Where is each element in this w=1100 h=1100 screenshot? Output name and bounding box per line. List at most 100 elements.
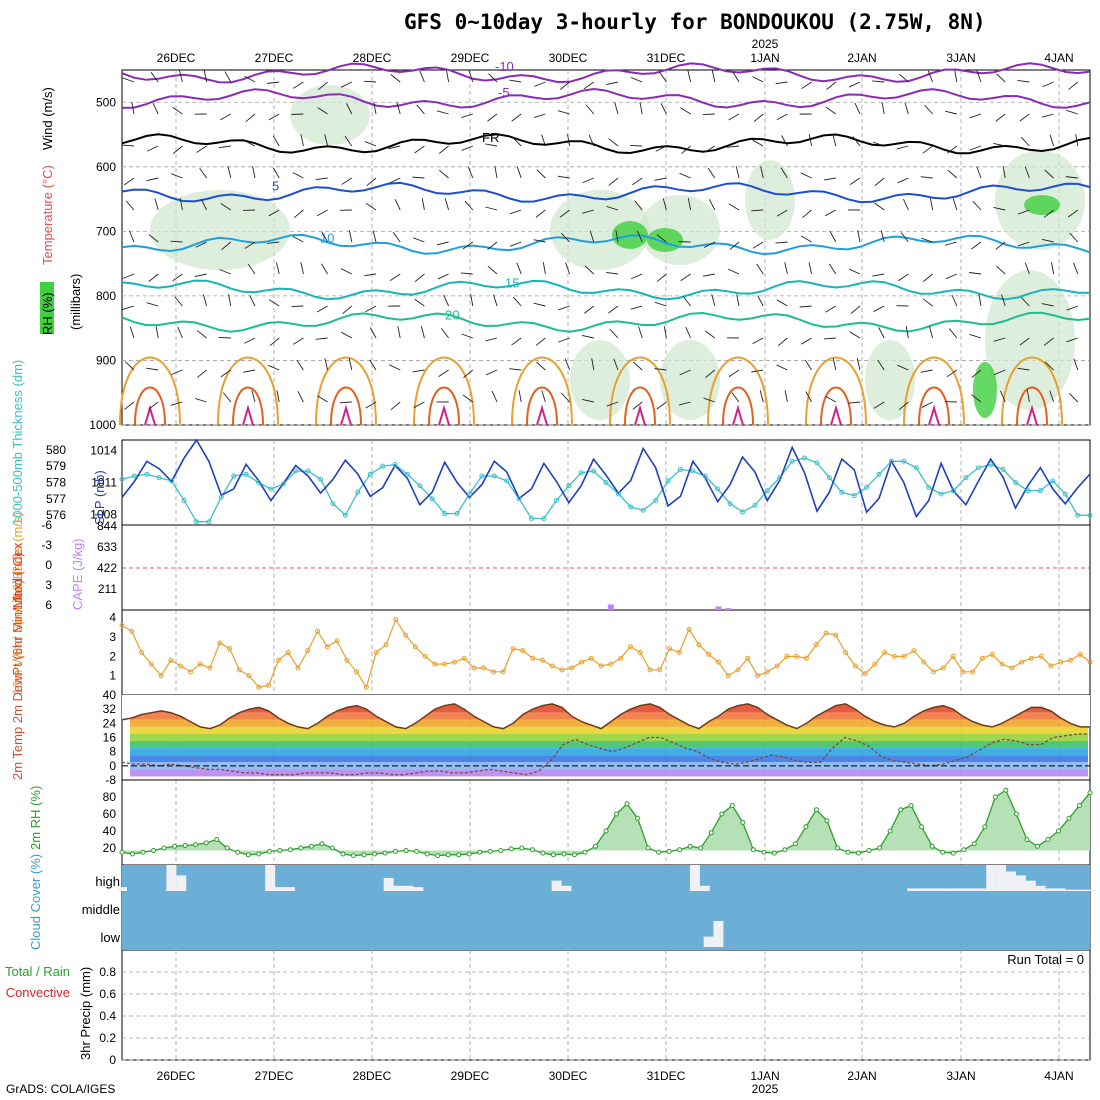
wind-barb — [920, 369, 933, 373]
surface-heating-contour — [242, 404, 254, 426]
wind-barb — [416, 104, 425, 115]
rh-point — [1055, 828, 1061, 834]
wind-barb — [922, 298, 933, 307]
rh-tick: 60 — [103, 807, 117, 821]
year-label-top: 2025 — [752, 37, 779, 51]
wind-barb — [711, 294, 716, 307]
wind-speed-point — [1067, 657, 1073, 663]
thickness-point — [504, 478, 510, 484]
wind-barb — [292, 235, 304, 243]
wind-speed-point — [618, 655, 624, 661]
rh-shading — [550, 190, 650, 270]
thickness-point — [665, 478, 671, 484]
wind-barb — [654, 368, 667, 371]
wind-speed-point — [549, 663, 555, 669]
thickness-point — [764, 488, 770, 494]
cape-bar — [715, 606, 722, 610]
slp-tick: 1014 — [90, 444, 117, 458]
wind-speed-point — [588, 655, 594, 661]
wind-barb — [464, 200, 474, 211]
wind-barb — [561, 392, 570, 403]
wind-tick: 1 — [109, 669, 116, 683]
cloud-background — [122, 865, 1090, 950]
wind-barb — [1043, 337, 1054, 346]
wind-barb — [485, 143, 498, 147]
wind-barb — [947, 145, 958, 154]
thickness-point — [926, 484, 932, 490]
wind-barb — [900, 232, 909, 243]
wind-barb — [759, 390, 764, 403]
wind-barb — [874, 202, 885, 211]
wind-speed-point — [295, 665, 301, 671]
wind-barb — [202, 294, 208, 307]
wind-speed-point — [266, 682, 272, 688]
wind-barb — [808, 134, 813, 147]
surface-heating-contour — [536, 404, 548, 426]
wind-barb — [439, 169, 449, 179]
isotherm-label: 5 — [272, 179, 279, 194]
thickness-point — [615, 491, 621, 497]
wind-barb — [300, 262, 304, 275]
wind-speed-point — [999, 661, 1005, 667]
temp-line — [121, 703, 1090, 730]
wind-barb — [125, 361, 135, 371]
rh-point — [677, 847, 683, 853]
wind-barb — [682, 296, 691, 307]
wind-barb — [971, 369, 982, 378]
wind-speed-point — [735, 667, 741, 673]
rh-point — [950, 850, 956, 856]
wind-speed-point — [686, 626, 692, 632]
wind-speed-point — [940, 665, 946, 671]
cloud-high-bar — [917, 888, 928, 891]
wind-barb — [829, 231, 837, 243]
cloud-high-bar — [284, 887, 295, 891]
rh-point — [792, 841, 798, 847]
wind-barb — [711, 70, 716, 83]
thickness-point — [851, 493, 857, 499]
wind-barb — [808, 262, 813, 275]
rh-point — [719, 811, 725, 817]
wind-barb — [122, 144, 135, 147]
wind-barb — [518, 390, 522, 403]
wind-speed-point — [256, 684, 262, 690]
wind-speed-point — [324, 644, 330, 650]
rh-shading-high — [1024, 195, 1060, 215]
wind-barb — [172, 145, 183, 154]
wind-barb — [825, 305, 837, 313]
wind-barb — [340, 268, 353, 275]
surface-heating-contour — [1001, 356, 1063, 426]
cloud-high-bar — [689, 865, 700, 891]
cloud-high-bar — [413, 887, 424, 891]
wind-barb — [462, 394, 474, 403]
pressure-tick: 1000 — [89, 418, 116, 432]
cloud-low-bar — [703, 936, 714, 947]
rh-legend-swatch — [40, 282, 54, 334]
rh-point — [698, 845, 704, 851]
wind-barb — [470, 294, 474, 307]
rh-point — [687, 843, 693, 849]
wind-barb — [512, 296, 522, 307]
cloud-high-bar — [1005, 871, 1016, 891]
date-label-bottom: 4JAN — [1044, 1069, 1073, 1083]
rh-point — [361, 852, 367, 858]
wind-barb — [244, 337, 256, 344]
wind-barb — [952, 198, 958, 211]
cloud-high-bar — [265, 865, 276, 891]
rh-point — [540, 850, 546, 856]
wind-barb — [533, 113, 546, 118]
wind-barb — [268, 299, 280, 307]
wind-barb — [1044, 169, 1054, 179]
precip-tick: 0 — [109, 1053, 116, 1067]
isotherm-line — [121, 311, 1091, 333]
wind-barb — [291, 305, 304, 308]
thickness-point — [206, 519, 212, 525]
wind-barb — [317, 305, 328, 313]
wind-barb — [947, 169, 958, 179]
wind-speed-point — [412, 644, 418, 650]
wind-barb — [873, 401, 885, 409]
wind-barb — [873, 305, 885, 312]
wind-barb — [898, 401, 909, 411]
wind-barb — [993, 143, 1006, 147]
wind-speed-point — [471, 665, 477, 671]
